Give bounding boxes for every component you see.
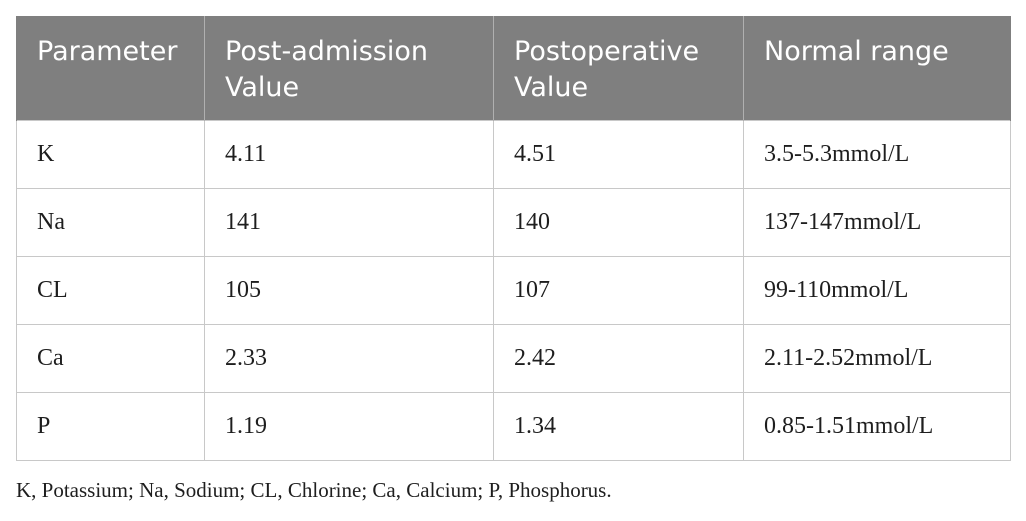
header-parameter: Parameter xyxy=(16,16,205,121)
header-row: Parameter Post-admission Value Postopera… xyxy=(16,16,1011,121)
header-postoperative-value: Postoperative Value xyxy=(493,16,744,121)
cell-post-admission: 141 xyxy=(204,188,494,257)
cell-post-admission: 105 xyxy=(204,256,494,325)
cell-post-admission: 4.11 xyxy=(204,120,494,189)
table-row: CL 105 107 99-110mmol/L xyxy=(16,256,1011,325)
lab-values-table-container: Parameter Post-admission Value Postopera… xyxy=(16,16,1011,461)
header-post-admission-value: Post-admission Value xyxy=(204,16,494,121)
cell-normal-range: 3.5-5.3mmol/L xyxy=(743,120,1011,189)
header-normal-range: Normal range xyxy=(743,16,1011,121)
cell-post-admission: 2.33 xyxy=(204,324,494,393)
lab-values-table: Parameter Post-admission Value Postopera… xyxy=(16,16,1011,461)
cell-normal-range: 2.11-2.52mmol/L xyxy=(743,324,1011,393)
table-row: K 4.11 4.51 3.5-5.3mmol/L xyxy=(16,120,1011,189)
cell-parameter: Ca xyxy=(16,324,205,393)
cell-postoperative: 107 xyxy=(493,256,744,325)
table-row: Ca 2.33 2.42 2.11-2.52mmol/L xyxy=(16,324,1011,393)
table-row: P 1.19 1.34 0.85-1.51mmol/L xyxy=(16,392,1011,461)
cell-postoperative: 1.34 xyxy=(493,392,744,461)
cell-post-admission: 1.19 xyxy=(204,392,494,461)
cell-parameter: K xyxy=(16,120,205,189)
cell-postoperative: 2.42 xyxy=(493,324,744,393)
cell-postoperative: 4.51 xyxy=(493,120,744,189)
cell-normal-range: 137-147mmol/L xyxy=(743,188,1011,257)
cell-postoperative: 140 xyxy=(493,188,744,257)
table-header: Parameter Post-admission Value Postopera… xyxy=(16,16,1011,121)
cell-parameter: P xyxy=(16,392,205,461)
cell-parameter: Na xyxy=(16,188,205,257)
cell-normal-range: 99-110mmol/L xyxy=(743,256,1011,325)
table-footnote: K, Potassium; Na, Sodium; CL, Chlorine; … xyxy=(16,478,612,502)
table-row: Na 141 140 137-147mmol/L xyxy=(16,188,1011,257)
table-body: K 4.11 4.51 3.5-5.3mmol/L Na 141 140 137… xyxy=(16,120,1011,461)
cell-parameter: CL xyxy=(16,256,205,325)
cell-normal-range: 0.85-1.51mmol/L xyxy=(743,392,1011,461)
